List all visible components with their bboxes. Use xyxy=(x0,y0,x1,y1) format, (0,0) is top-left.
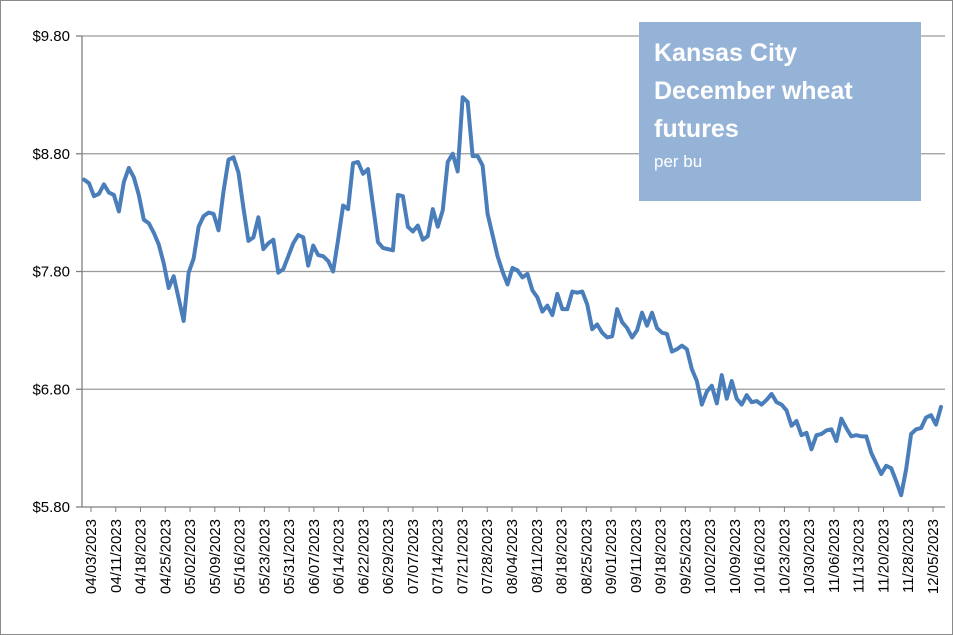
x-tick-label: 10/02/2023 xyxy=(702,519,719,594)
y-tick-label: $7.80 xyxy=(32,264,70,281)
x-tick-label: 06/14/2023 xyxy=(331,519,348,594)
x-tick-label: 11/06/2023 xyxy=(826,519,843,593)
x-tick-label: 08/11/2023 xyxy=(529,519,546,593)
x-tick-label: 04/03/2023 xyxy=(83,519,100,594)
y-tick-label: $8.80 xyxy=(32,146,70,163)
x-tick-label: 04/11/2023 xyxy=(108,519,125,593)
x-tick-label: 10/30/2023 xyxy=(801,519,818,594)
series-layer xyxy=(82,95,943,498)
series-line xyxy=(82,95,943,498)
x-tick-label: 11/20/2023 xyxy=(875,519,892,593)
x-tick-label: 11/28/2023 xyxy=(900,519,917,593)
chart-subtitle: per bu xyxy=(654,152,703,171)
x-tick-label: 08/18/2023 xyxy=(554,519,571,594)
x-tick-label: 06/22/2023 xyxy=(355,519,372,594)
x-tick-label: 05/31/2023 xyxy=(281,519,298,594)
x-axis-tick-labels: 04/03/2023 04/11/2023 04/18/2023 04/25/2023… xyxy=(83,519,942,594)
axes xyxy=(76,35,934,512)
x-tick-label: 07/28/2023 xyxy=(479,519,496,594)
x-tick-label: 09/18/2023 xyxy=(653,519,670,594)
chart-title: Kansas City December wheat futures xyxy=(654,39,853,143)
x-tick-label: 09/01/2023 xyxy=(603,519,620,594)
x-tick-label: 12/05/2023 xyxy=(925,519,942,594)
x-tick-label: 10/23/2023 xyxy=(776,519,793,594)
x-tick-label: 05/16/2023 xyxy=(232,519,249,594)
x-tick-label: 06/07/2023 xyxy=(306,519,323,594)
x-tick-label: 07/14/2023 xyxy=(430,519,447,594)
x-tick-label: 08/25/2023 xyxy=(578,519,595,594)
x-tick-label: 05/02/2023 xyxy=(182,519,199,594)
x-tick-label: 05/09/2023 xyxy=(207,519,224,594)
y-tick-label: $6.80 xyxy=(32,381,70,398)
chart-title-box: Kansas City December wheat futures per b… xyxy=(639,22,921,201)
y-tick-label: $5.80 xyxy=(32,499,70,516)
x-tick-label: 06/29/2023 xyxy=(380,519,397,594)
x-tick-label: 07/07/2023 xyxy=(405,519,422,594)
x-tick-label: 05/23/2023 xyxy=(256,519,273,594)
x-tick-label: 04/25/2023 xyxy=(157,519,174,594)
y-axis-tick-labels: $5.80 $6.80 $7.80 $8.80 $9.80 xyxy=(32,28,70,516)
x-tick-label: 10/09/2023 xyxy=(727,519,744,594)
x-tick-label: 11/13/2023 xyxy=(851,519,868,593)
x-tick-label: 07/21/2023 xyxy=(454,519,471,594)
y-tick-label: $9.80 xyxy=(32,28,70,45)
x-tick-label: 08/04/2023 xyxy=(504,519,521,594)
x-tick-label: 09/11/2023 xyxy=(628,519,645,593)
x-tick-label: 04/18/2023 xyxy=(133,519,150,594)
x-tick-label: 09/25/2023 xyxy=(677,519,694,594)
x-tick-label: 10/16/2023 xyxy=(752,519,769,594)
